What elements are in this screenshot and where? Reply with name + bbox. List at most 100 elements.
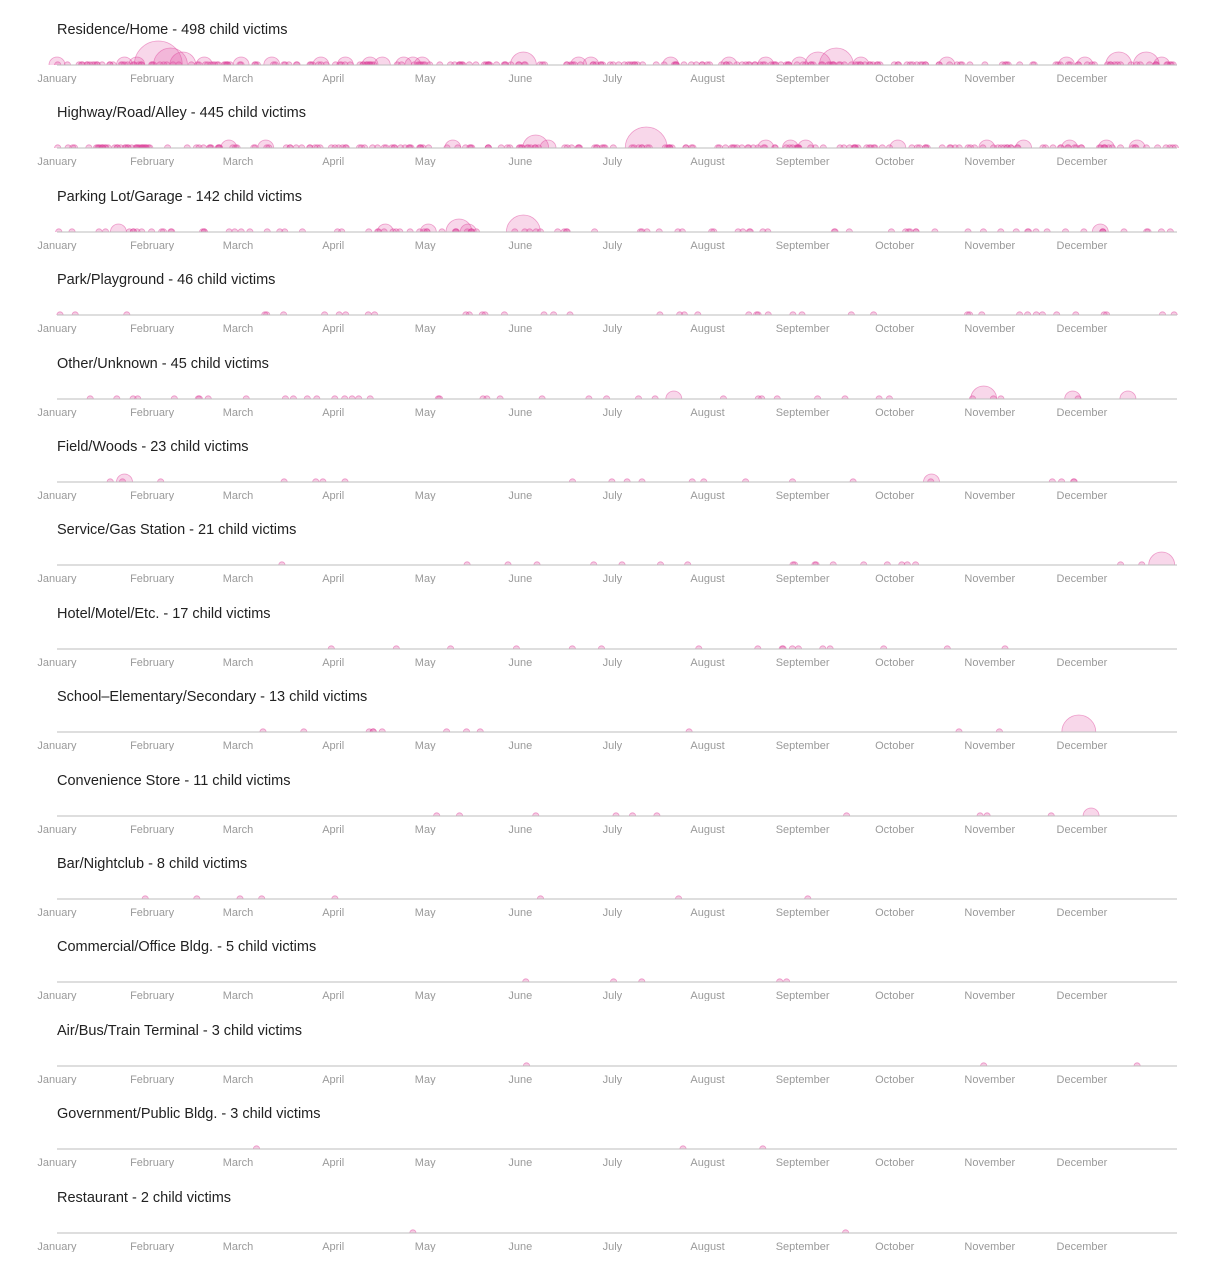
month-tick-label: December bbox=[1057, 73, 1108, 84]
row-title: Other/Unknown - 45 child victims bbox=[57, 356, 269, 372]
month-tick-label: June bbox=[508, 573, 532, 584]
month-tick-label: September bbox=[776, 824, 830, 835]
incident-dot bbox=[445, 218, 473, 232]
month-tick-label: March bbox=[223, 1074, 254, 1085]
incident-dot bbox=[1061, 714, 1097, 732]
month-tick-label: December bbox=[1057, 990, 1108, 1001]
month-tick-label: May bbox=[415, 824, 436, 835]
chart-row: Residence/Home - 498 child victims Januar… bbox=[0, 0, 1217, 84]
incident-dot bbox=[116, 473, 133, 482]
incident-dot bbox=[1128, 139, 1146, 148]
month-tick-label: July bbox=[603, 156, 623, 167]
month-tick-label: May bbox=[415, 156, 436, 167]
month-tick-label: April bbox=[322, 907, 344, 918]
timeline-plot: January February March April May June July Augu… bbox=[37, 1062, 1177, 1085]
incident-dot bbox=[791, 56, 808, 65]
month-tick-label: February bbox=[130, 1241, 175, 1252]
month-tick-label: November bbox=[964, 657, 1015, 668]
timeline-plot: January February March April May June July Augu… bbox=[37, 473, 1177, 501]
incident-dot bbox=[720, 56, 738, 65]
month-tick-label: September bbox=[776, 740, 830, 751]
chart-row: Field/Woods - 23 child victims January Feb… bbox=[0, 417, 1217, 501]
month-tick-label: July bbox=[603, 990, 623, 1001]
incident-dot bbox=[376, 223, 394, 232]
month-tick-label: September bbox=[776, 990, 830, 1001]
chart-row: Service/Gas Station - 21 child victims Ja… bbox=[0, 500, 1217, 584]
month-tick-label: April bbox=[322, 323, 344, 334]
month-tick-label: November bbox=[964, 1074, 1015, 1085]
timeline-plot: January February March April May June July Augu… bbox=[37, 311, 1178, 334]
month-tick-label: March bbox=[223, 156, 254, 167]
month-tick-label: December bbox=[1057, 490, 1108, 501]
incident-dot bbox=[373, 56, 391, 65]
month-tick-label: September bbox=[776, 240, 830, 251]
month-tick-label: March bbox=[223, 657, 254, 668]
month-tick-label: May bbox=[415, 907, 436, 918]
row-title: Air/Bus/Train Terminal - 3 child victims bbox=[57, 1023, 302, 1039]
month-tick-label: February bbox=[130, 824, 175, 835]
incident-dot bbox=[852, 56, 870, 65]
incident-dot bbox=[506, 214, 541, 232]
month-tick-label: November bbox=[964, 490, 1015, 501]
row-title: Bar/Nightclub - 8 child victims bbox=[57, 856, 248, 872]
incident-dot bbox=[782, 139, 799, 148]
timeline-plot: January February March April May June July Augu… bbox=[37, 1229, 1177, 1252]
month-tick-label: September bbox=[776, 407, 830, 418]
month-tick-label: June bbox=[508, 73, 532, 84]
month-tick-label: June bbox=[508, 740, 532, 751]
month-tick-label: July bbox=[603, 573, 623, 584]
month-tick-label: March bbox=[223, 824, 254, 835]
incident-dot bbox=[1015, 139, 1032, 148]
month-tick-label: September bbox=[776, 657, 830, 668]
incident-dot bbox=[797, 139, 815, 148]
timeline-plot: January February March April May June July Augu… bbox=[37, 978, 1177, 1001]
month-tick-label: June bbox=[508, 323, 532, 334]
month-tick-label: June bbox=[508, 240, 532, 251]
month-tick-label: March bbox=[223, 907, 254, 918]
month-tick-label: January bbox=[37, 824, 77, 835]
chart-row: Bar/Nightclub - 8 child victims January Fe… bbox=[0, 834, 1217, 918]
month-tick-label: April bbox=[322, 1157, 344, 1168]
month-tick-label: September bbox=[776, 490, 830, 501]
month-tick-label: April bbox=[322, 573, 344, 584]
incident-dot bbox=[970, 385, 998, 399]
timeline-plot: January February March April May June July Augu… bbox=[37, 385, 1177, 418]
month-tick-label: February bbox=[130, 740, 175, 751]
row-title: Residence/Home - 498 child victims bbox=[57, 22, 288, 38]
month-tick-label: January bbox=[37, 240, 77, 251]
incident-dot bbox=[582, 56, 600, 65]
row-title: Parking Lot/Garage - 142 child victims bbox=[57, 189, 302, 205]
month-tick-label: January bbox=[37, 1074, 77, 1085]
row-title: Highway/Road/Alley - 445 child victims bbox=[57, 105, 307, 121]
month-tick-label: November bbox=[964, 990, 1015, 1001]
month-tick-label: October bbox=[875, 1157, 914, 1168]
month-tick-label: July bbox=[603, 490, 623, 501]
timeline-plot: January February March April May June July Augu… bbox=[37, 214, 1177, 251]
month-tick-label: August bbox=[690, 490, 724, 501]
incident-dot bbox=[570, 56, 587, 65]
month-tick-label: June bbox=[508, 407, 532, 418]
month-tick-label: May bbox=[415, 740, 436, 751]
month-tick-label: August bbox=[690, 1241, 724, 1252]
month-tick-label: April bbox=[322, 490, 344, 501]
month-tick-label: November bbox=[964, 407, 1015, 418]
incident-dot bbox=[444, 139, 462, 148]
month-tick-label: February bbox=[130, 1074, 175, 1085]
month-tick-label: September bbox=[776, 573, 830, 584]
month-tick-label: March bbox=[223, 323, 254, 334]
month-tick-label: March bbox=[223, 1241, 254, 1252]
chart-row: Other/Unknown - 45 child victims January F… bbox=[0, 334, 1217, 418]
incident-dot bbox=[757, 56, 775, 65]
chart-row: Government/Public Bldg. - 3 child victim… bbox=[0, 1084, 1217, 1168]
incident-dot bbox=[662, 56, 680, 65]
incident-dot bbox=[128, 56, 146, 65]
incident-dot bbox=[1064, 390, 1082, 399]
row-title: Park/Playground - 46 child victims bbox=[57, 272, 276, 288]
month-tick-label: November bbox=[964, 1241, 1015, 1252]
month-tick-label: December bbox=[1057, 323, 1108, 334]
chart-row: Commercial/Office Bldg. - 5 child victim… bbox=[0, 917, 1217, 1001]
incident-dot bbox=[889, 139, 907, 148]
month-tick-label: September bbox=[776, 323, 830, 334]
month-tick-label: November bbox=[964, 1157, 1015, 1168]
month-tick-label: November bbox=[964, 824, 1015, 835]
